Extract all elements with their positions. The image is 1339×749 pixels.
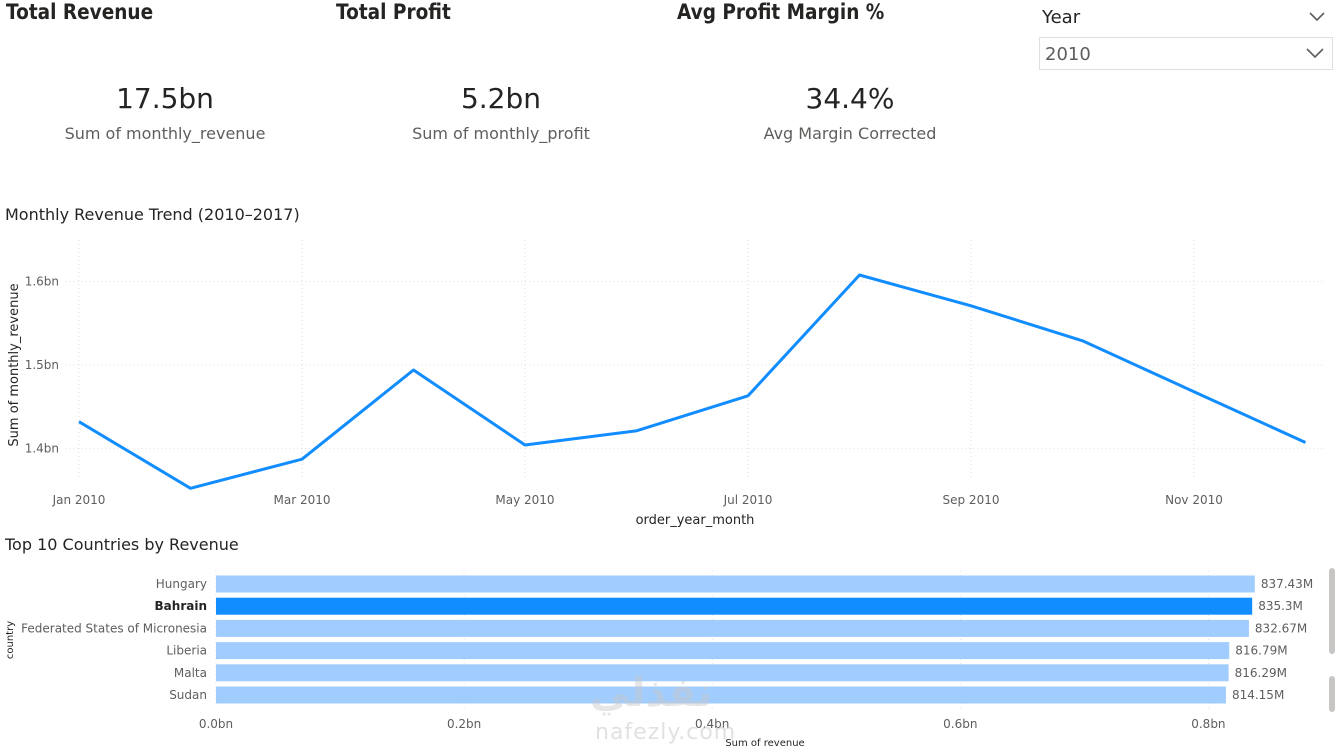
x-tick-label: Jul 2010 [723,493,773,507]
line-chart-title: Monthly Revenue Trend (2010–2017) [5,205,300,224]
x-tick-label: 0.2bn [447,717,481,731]
data-label: 816.29M [1235,666,1287,680]
bar-chart-title: Top 10 Countries by Revenue [5,535,239,554]
bar-chart-scrollbar-track-end[interactable] [1329,676,1335,712]
kpi-value: 17.5bn [116,82,214,115]
x-tick-label: 0.8bn [1191,717,1225,731]
category-label: Malta [174,666,207,680]
kpi-title: Total Profit [336,0,451,24]
category-label: Liberia [166,644,207,658]
x-tick-label: Jan 2010 [52,493,106,507]
x-axis-label: order_year_month [636,513,755,528]
category-label: Bahrain [155,599,207,613]
category-label: Sudan [169,688,207,702]
bar[interactable] [216,686,1226,704]
year-dropdown[interactable]: 2010 [1039,37,1333,70]
line-chart: 1.4bn 1.5bn 1.6bn Jan 2010 Mar 2010 May 2010… [7,240,1325,528]
x-tick-label: May 2010 [495,493,554,507]
chevron-down-icon[interactable] [1308,8,1326,24]
kpi-subtitle: Avg Margin Corrected [763,124,937,143]
data-label: 816.79M [1235,644,1287,658]
line-series-revenue[interactable] [78,273,1307,490]
bar-chart: Hungary 837.43M Bahrain 835.3M Federated Sta… [5,571,1313,749]
kpi-value: 5.2bn [460,82,542,115]
kpi-subtitle: Sum of monthly_revenue [64,124,266,143]
y-tick-label: 1.6bn [25,275,59,289]
x-tick-label: 0.4bn [695,717,729,731]
data-label: 837.43M [1261,577,1313,591]
bar[interactable] [216,575,1255,593]
y-tick-label: 1.4bn [25,441,59,455]
kpi-subtitle: Sum of monthly_profit [412,124,590,143]
year-slicer-header[interactable]: Year [1040,4,1332,30]
x-tick-label: Mar 2010 [274,493,331,507]
x-tick-label: 0.0bn [199,717,233,731]
data-label: 814.15M [1232,688,1284,702]
x-tick-label: Sep 2010 [943,493,1000,507]
x-axis-label: Sum of revenue [725,738,804,749]
bar[interactable] [216,642,1230,660]
year-dropdown-value: 2010 [1045,44,1091,65]
x-tick-label: 0.6bn [943,717,977,731]
year-slicer-label: Year [1042,7,1081,28]
kpi-value: 34.4% [805,82,895,115]
bar[interactable] [216,597,1253,615]
y-axis-label: country [5,621,16,659]
x-tick-label: Nov 2010 [1165,493,1223,507]
bar[interactable] [216,619,1249,637]
bar[interactable] [216,664,1229,682]
category-label: Hungary [156,577,207,591]
kpi-title: Total Revenue [6,0,154,24]
bar-chart-scrollbar[interactable] [1329,568,1335,654]
data-label: 832.67M [1255,621,1307,635]
kpi-title: Avg Profit Margin % [677,0,885,24]
category-label: Federated States of Micronesia [21,621,207,635]
y-tick-label: 1.5bn [25,358,59,372]
y-axis-label: Sum of monthly_revenue [7,283,22,446]
chevron-down-icon[interactable] [1305,45,1325,61]
data-label: 835.3M [1258,599,1303,613]
